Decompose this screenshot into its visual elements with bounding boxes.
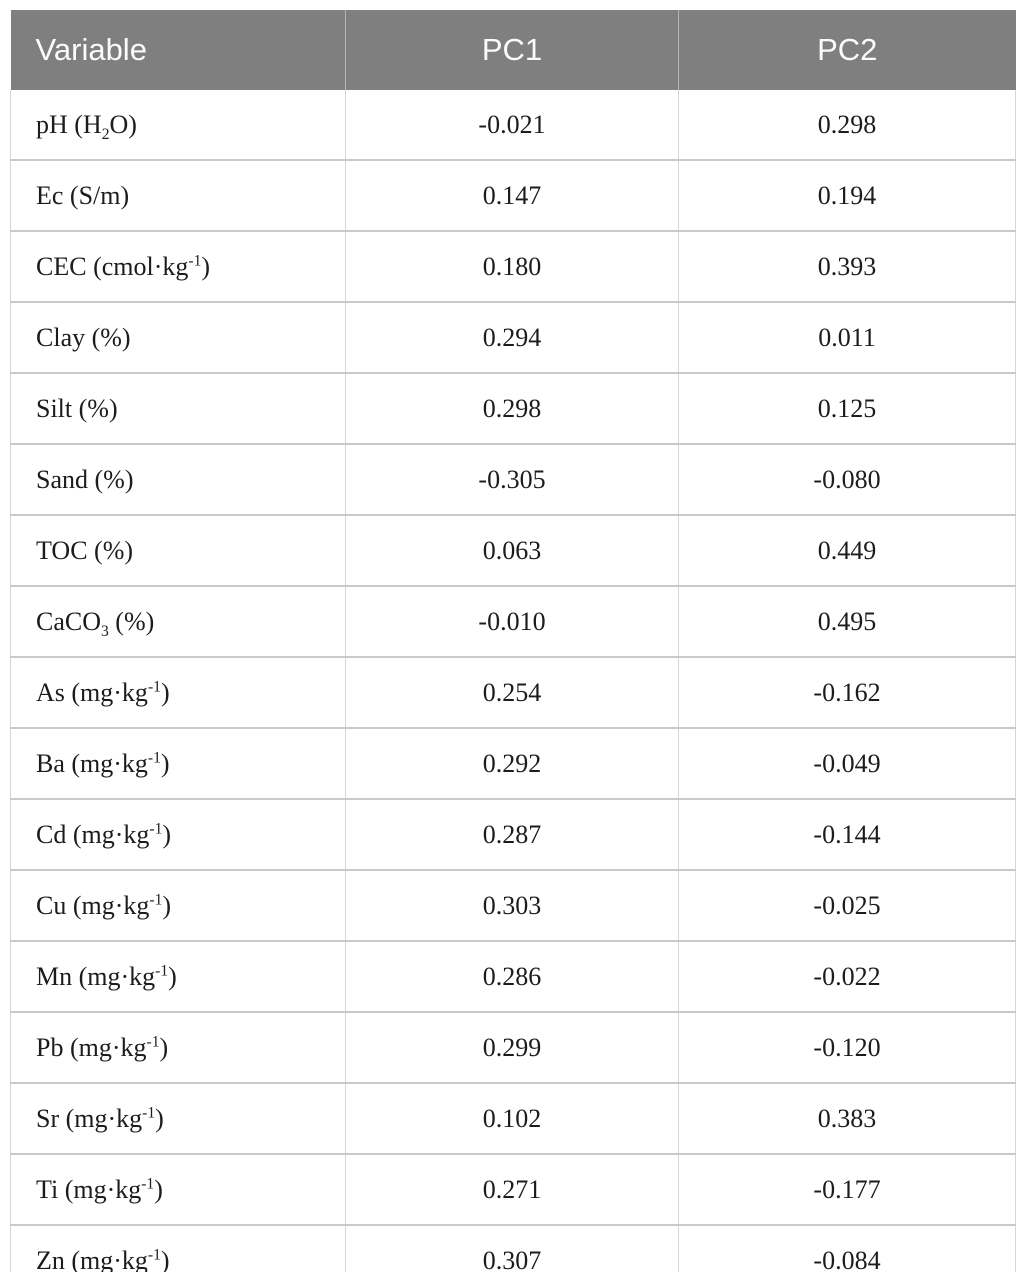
variable-cell: Silt (%) [10,373,346,445]
variable-cell: Sand (%) [10,444,346,516]
pc2-cell: 0.298 [678,90,1016,161]
pc1-cell: -0.021 [345,90,679,161]
variable-cell: CaCO3 (%) [10,586,346,658]
variable-cell: Pb (mg·kg-1) [10,1012,346,1084]
pc2-cell: -0.022 [678,941,1016,1013]
table-row: Clay (%) 0.294 0.011 [10,302,1016,374]
pc2-cell: -0.162 [678,657,1016,729]
table-row: Ba (mg·kg-1) 0.292 -0.049 [10,728,1016,800]
pc2-cell: 0.125 [678,373,1016,445]
pc1-cell: 0.063 [345,515,679,587]
table-row: TOC (%) 0.063 0.449 [10,515,1016,587]
pc1-cell: -0.010 [345,586,679,658]
variable-cell: Sr (mg·kg-1) [10,1083,346,1155]
pc2-cell: 0.383 [678,1083,1016,1155]
pc1-cell: 0.287 [345,799,679,871]
variable-cell: Mn (mg·kg-1) [10,941,346,1013]
variable-cell: As (mg·kg-1) [10,657,346,729]
pc1-cell: 0.303 [345,870,679,942]
pc1-cell: 0.307 [345,1225,679,1272]
variable-cell: TOC (%) [10,515,346,587]
variable-cell: Cd (mg·kg-1) [10,799,346,871]
pc2-cell: -0.049 [678,728,1016,800]
pca-loadings-table: Variable PC1 PC2 pH (H2O) -0.021 0.298 Ec (… [10,10,1016,1272]
table-row: CEC (cmol·kg-1) 0.180 0.393 [10,231,1016,303]
table-row: Ti (mg·kg-1) 0.271 -0.177 [10,1154,1016,1226]
pc1-cell: 0.294 [345,302,679,374]
table-row: Sand (%) -0.305 -0.080 [10,444,1016,516]
pc1-cell: 0.292 [345,728,679,800]
table-row: Ec (S/m) 0.147 0.194 [10,160,1016,232]
column-header-pc2: PC2 [678,10,1016,90]
table-row: CaCO3 (%) -0.010 0.495 [10,586,1016,658]
pc2-cell: -0.120 [678,1012,1016,1084]
table-row: Zn (mg·kg-1) 0.307 -0.084 [10,1225,1016,1272]
pc2-cell: 0.194 [678,160,1016,232]
variable-cell: Ba (mg·kg-1) [10,728,346,800]
variable-cell: Zn (mg·kg-1) [10,1225,346,1272]
pc2-cell: -0.084 [678,1225,1016,1272]
pc1-cell: 0.102 [345,1083,679,1155]
table-row: Sr (mg·kg-1) 0.102 0.383 [10,1083,1016,1155]
column-header-variable: Variable [10,10,346,90]
header-row: Variable PC1 PC2 [10,10,1016,90]
pc1-cell: 0.271 [345,1154,679,1226]
pc2-cell: -0.025 [678,870,1016,942]
variable-cell: Clay (%) [10,302,346,374]
pc2-cell: -0.080 [678,444,1016,516]
variable-cell: Ti (mg·kg-1) [10,1154,346,1226]
table-row: Mn (mg·kg-1) 0.286 -0.022 [10,941,1016,1013]
pc2-cell: -0.177 [678,1154,1016,1226]
pc2-cell: 0.393 [678,231,1016,303]
pc2-cell: 0.495 [678,586,1016,658]
pc1-cell: 0.299 [345,1012,679,1084]
table-row: Cd (mg·kg-1) 0.287 -0.144 [10,799,1016,871]
table-row: Cu (mg·kg-1) 0.303 -0.025 [10,870,1016,942]
variable-cell: Ec (S/m) [10,160,346,232]
column-header-pc1: PC1 [345,10,679,90]
pc2-cell: -0.144 [678,799,1016,871]
table-row: Pb (mg·kg-1) 0.299 -0.120 [10,1012,1016,1084]
variable-cell: CEC (cmol·kg-1) [10,231,346,303]
table-row: As (mg·kg-1) 0.254 -0.162 [10,657,1016,729]
table-row: Silt (%) 0.298 0.125 [10,373,1016,445]
table-header: Variable PC1 PC2 [10,10,1016,90]
table-row: pH (H2O) -0.021 0.298 [10,90,1016,161]
pc1-cell: 0.298 [345,373,679,445]
variable-cell: Cu (mg·kg-1) [10,870,346,942]
table-body: pH (H2O) -0.021 0.298 Ec (S/m) 0.147 0.194 CEC… [10,90,1016,1272]
pc1-cell: 0.147 [345,160,679,232]
variable-cell: pH (H2O) [10,90,346,161]
pc2-cell: 0.449 [678,515,1016,587]
pc1-cell: 0.254 [345,657,679,729]
pc1-cell: 0.286 [345,941,679,1013]
pc2-cell: 0.011 [678,302,1016,374]
pc1-cell: -0.305 [345,444,679,516]
pc1-cell: 0.180 [345,231,679,303]
